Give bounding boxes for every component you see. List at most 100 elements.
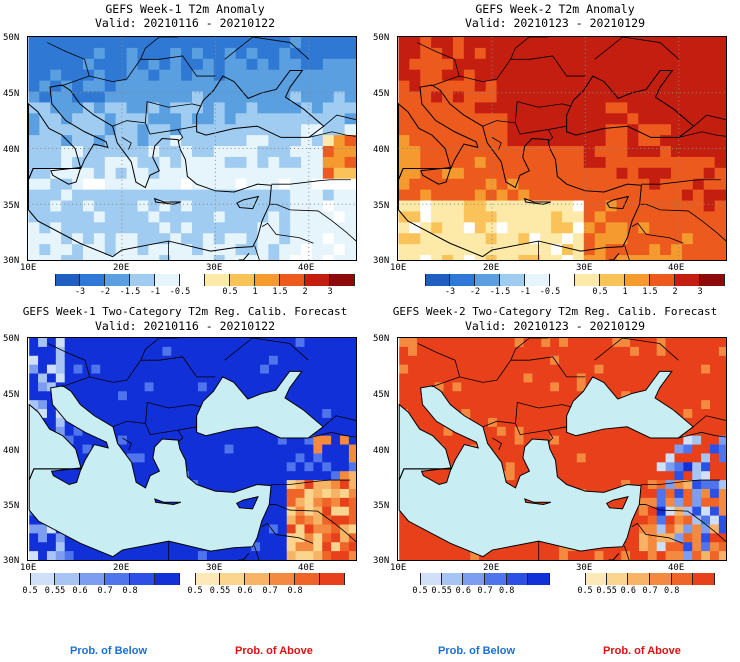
colorbar-swatch (270, 573, 295, 585)
coastline (238, 253, 250, 260)
coastline (398, 102, 452, 180)
country-border (308, 131, 356, 138)
lon-tick: 20E (483, 563, 500, 573)
country-border (47, 42, 90, 77)
panel-week1-probability: GEFS Week-1 Two-Category T2m Reg. Calib.… (0, 300, 370, 600)
colorbar-swatch (245, 573, 270, 585)
country-border (308, 431, 356, 439)
country-border (177, 429, 184, 443)
colorbar-tick-label: 0.7 (97, 586, 113, 596)
lon-tick: 40E (668, 563, 685, 573)
country-border (271, 179, 351, 185)
map-graphic (28, 338, 356, 560)
map-week1-probability (27, 337, 357, 561)
coastline (238, 553, 250, 560)
country-border (641, 479, 721, 485)
colorbar-swatch (600, 274, 625, 286)
country-border (417, 42, 460, 77)
panel-title: GEFS Week-1 T2m Anomaly (105, 2, 265, 16)
colorbar-tick-label: 0.55 (596, 586, 617, 596)
colorbar-tick-label: 2 (672, 287, 678, 297)
country-border (492, 437, 503, 451)
colorbar-swatch (649, 573, 672, 585)
colorbar-tick-label: 0.55 (431, 586, 452, 596)
colorbar-swatch (130, 573, 155, 585)
coastline (606, 195, 630, 210)
country-border (594, 338, 679, 361)
lat-tick: 35N (373, 201, 390, 211)
sea-area (566, 371, 694, 438)
colorbar-swatch (671, 573, 694, 585)
colorbar-swatch (295, 573, 320, 585)
country-border (623, 545, 630, 560)
panel-valid-dates: Valid: 20210116 - 20210122 (94, 319, 275, 333)
prob-below-label: Prob. of Below (70, 645, 147, 657)
country-border (692, 415, 726, 428)
lat-tick: 30N (3, 556, 20, 566)
colorbar-tick-label: 1.5 (272, 287, 288, 297)
colorbar-swatch (220, 573, 245, 585)
lon-tick: 40E (298, 563, 315, 573)
lat-tick: 35N (3, 201, 20, 211)
coastline (50, 166, 82, 185)
colorbar-swatch (506, 573, 529, 585)
island (154, 498, 181, 505)
country-border (253, 545, 260, 560)
colorbar-swatch (205, 274, 230, 286)
colorbar-swatch (628, 573, 650, 585)
lat-tick: 45N (373, 390, 390, 400)
country-border (510, 338, 549, 361)
country-border (122, 437, 133, 451)
colorbar-swatch (255, 274, 280, 286)
coastline (154, 498, 181, 506)
colorbar-swatch (105, 573, 130, 585)
country-border (547, 429, 554, 443)
coastline (196, 70, 325, 138)
colorbar-swatch (528, 573, 550, 585)
colorbar-swatch (155, 573, 180, 585)
country-border (224, 37, 310, 60)
colorbar-swatch (80, 573, 105, 585)
country-border (431, 356, 586, 388)
coastline (28, 102, 82, 180)
coastline (235, 496, 259, 510)
colorbar-tick-label: 0.6 (237, 586, 253, 596)
lon-tick: 30E (206, 263, 223, 273)
coastline (398, 84, 642, 258)
colorbar-swatch (80, 274, 105, 286)
coastline (608, 553, 620, 560)
country-border (322, 415, 356, 428)
colorbar-tick-label: 0.8 (498, 586, 515, 596)
colorbar-swatch (484, 573, 507, 585)
panel-title: GEFS Week-2 Two-Category T2m Reg. Calib.… (392, 305, 718, 318)
colorbar-prob-below (420, 573, 550, 585)
map-week2-anomaly (397, 36, 727, 261)
lon-tick: 30E (576, 263, 593, 273)
country-border (631, 222, 684, 244)
colorbar-swatch (320, 573, 345, 585)
country-border (482, 120, 567, 135)
country-border (547, 129, 554, 143)
colorbar-swatch (675, 274, 700, 286)
lon-tick: 10E (390, 263, 407, 273)
lat-tick: 50N (373, 334, 390, 344)
colorbar-swatch (230, 274, 255, 286)
coastline (524, 498, 551, 506)
lat-tick: 40N (3, 145, 20, 155)
colorbar-swatch (55, 274, 80, 286)
lat-tick: 35N (373, 501, 390, 511)
colorbar-tick-label: 0.55 (44, 586, 66, 596)
country-border (144, 101, 202, 123)
colorbar-swatch (585, 573, 607, 585)
country-border (510, 37, 549, 60)
colorbar-swatch (441, 573, 464, 585)
colorbar-tick-label: 0.5 (22, 586, 38, 596)
coastline (50, 467, 82, 486)
country-border (417, 343, 461, 377)
lon-tick: 30E (576, 563, 593, 573)
colorbar-tick-label: 0.5 (577, 586, 593, 596)
data-field-grid (398, 37, 726, 260)
lat-tick: 35N (3, 501, 20, 511)
coastline (398, 385, 642, 558)
country-border (47, 343, 91, 377)
